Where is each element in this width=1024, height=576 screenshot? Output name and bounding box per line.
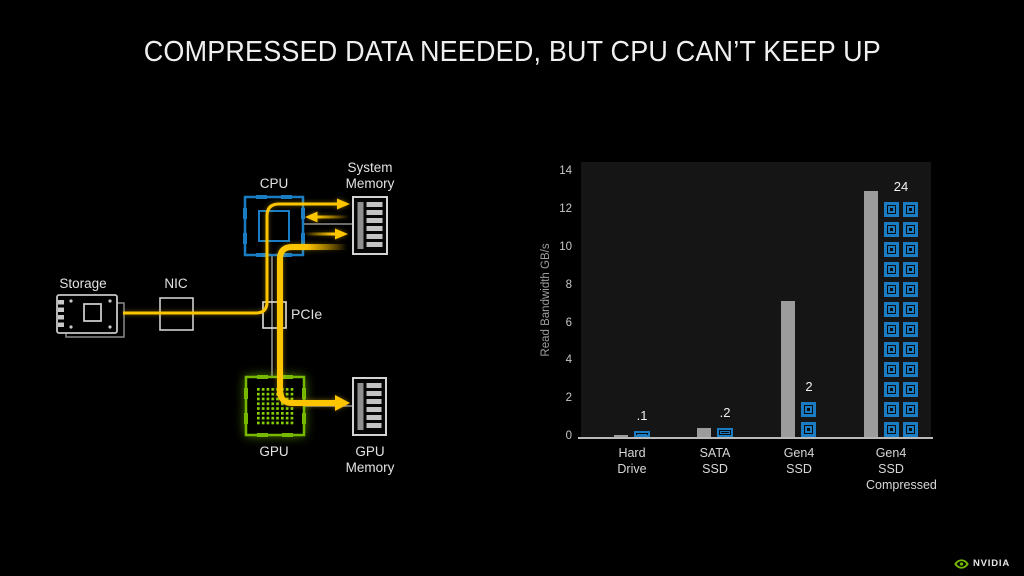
bandwidth-chip-icon bbox=[903, 202, 918, 217]
storage-label: Storage bbox=[59, 276, 107, 291]
bandwidth-chip-icon bbox=[903, 242, 918, 257]
gpu-to-gpu-memory-path bbox=[277, 389, 336, 406]
bandwidth-chip-icon bbox=[903, 302, 918, 317]
value-label-hard-drive: .1 bbox=[636, 408, 648, 423]
bandwidth-chip-icon bbox=[884, 302, 899, 317]
bandwidth-chip-icon bbox=[884, 242, 899, 257]
bandwidth-chip-icon bbox=[903, 382, 918, 397]
storage-card-icon bbox=[56, 294, 125, 338]
data-flow-paths bbox=[123, 198, 350, 411]
y-tick-8: 8 bbox=[565, 278, 572, 291]
category-label-sata-ssd: SATA SSD bbox=[699, 446, 731, 476]
y-axis: 0 2 4 6 8 10 12 14 bbox=[520, 162, 572, 442]
bandwidth-chip-icon bbox=[884, 362, 899, 377]
bandwidth-chip-icon bbox=[903, 262, 918, 277]
value-label-gen4-ssd-compressed: 24 bbox=[893, 179, 909, 194]
y-tick-2: 2 bbox=[565, 392, 572, 405]
y-tick-12: 12 bbox=[559, 203, 572, 216]
arrowhead bbox=[335, 395, 350, 411]
architecture-diagram bbox=[56, 195, 388, 437]
bandwidth-chip-icon bbox=[884, 422, 899, 437]
bandwidth-chip-icon bbox=[884, 322, 899, 337]
bandwidth-chip-icon bbox=[884, 282, 899, 297]
category-label-gen4-ssd: Gen4 SSD bbox=[783, 446, 815, 476]
bandwidth-chip-icon bbox=[634, 431, 650, 437]
bandwidth-chip-icon bbox=[903, 322, 918, 337]
storage-to-system-memory-path bbox=[123, 202, 338, 315]
bandwidth-chip-icon bbox=[884, 262, 899, 277]
bandwidth-chip-icon bbox=[903, 402, 918, 417]
system-memory-to-gpu-path bbox=[277, 244, 347, 396]
bandwidth-chip-icon bbox=[884, 202, 899, 217]
bandwidth-chip-icon bbox=[884, 402, 899, 417]
bandwidth-chip-icon bbox=[801, 422, 816, 437]
cpu-label: CPU bbox=[259, 176, 289, 191]
page-title: COMPRESSED DATA NEEDED, BUT CPU CAN’T KE… bbox=[143, 36, 881, 68]
y-tick-10: 10 bbox=[559, 241, 572, 253]
system-memory-ram-icon bbox=[352, 196, 388, 255]
arrowhead bbox=[335, 228, 348, 240]
pcie-box-icon bbox=[262, 301, 287, 329]
nvidia-logo: NVIDIA bbox=[954, 558, 1010, 569]
bandwidth-chip-icon bbox=[903, 222, 918, 237]
icon-stack-hard-drive bbox=[634, 431, 650, 437]
icon-stack-sata-ssd bbox=[717, 428, 733, 437]
nvidia-wordmark: NVIDIA bbox=[973, 558, 1010, 569]
bar-hard-drive bbox=[614, 435, 628, 437]
y-tick-4: 4 bbox=[565, 354, 572, 367]
bandwidth-chip-icon bbox=[903, 282, 918, 297]
bandwidth-chip-icon bbox=[884, 342, 899, 357]
nic-label: NIC bbox=[164, 276, 188, 291]
gpu-label: GPU bbox=[259, 444, 289, 459]
bandwidth-chip-icon bbox=[801, 402, 816, 417]
category-label-gen4-ssd-compressed: Gen4 SSD Compressed bbox=[866, 446, 937, 492]
bar-gen4-ssd-compressed bbox=[864, 191, 878, 437]
nvidia-eye-icon bbox=[954, 558, 969, 569]
bandwidth-chip-icon bbox=[717, 428, 733, 437]
category-label-hard-drive: Hard Drive bbox=[617, 446, 647, 476]
arrowhead bbox=[337, 198, 350, 210]
value-label-gen4-ssd: 2 bbox=[805, 379, 813, 394]
icon-stack-gen4-ssd bbox=[801, 402, 816, 437]
bandwidth-chip-icon bbox=[903, 422, 918, 437]
system-memory-label: System Memory bbox=[345, 160, 395, 191]
y-tick-6: 6 bbox=[565, 316, 572, 329]
bandwidth-chip-icon bbox=[903, 362, 918, 377]
gpu-memory-label: GPU Memory bbox=[345, 444, 395, 475]
value-label-sata-ssd: .2 bbox=[719, 405, 731, 420]
cpu-socket-icon bbox=[243, 195, 305, 257]
gpu-memory-ram-icon bbox=[352, 377, 387, 436]
bar-gen4-ssd bbox=[781, 301, 795, 437]
bandwidth-chip-icon bbox=[884, 382, 899, 397]
bandwidth-chip-icon bbox=[884, 222, 899, 237]
arrowhead bbox=[305, 211, 318, 223]
bar-sata-ssd bbox=[697, 428, 711, 437]
x-axis-line bbox=[578, 437, 933, 439]
pcie-label: PCIe bbox=[291, 306, 323, 322]
bandwidth-chip-icon bbox=[903, 342, 918, 357]
y-tick-14: 14 bbox=[559, 165, 572, 178]
y-tick-0: 0 bbox=[565, 430, 572, 442]
icon-stack-gen4-ssd-compressed bbox=[884, 202, 918, 437]
chart-plot: .1 .2 2 24 bbox=[578, 162, 933, 439]
